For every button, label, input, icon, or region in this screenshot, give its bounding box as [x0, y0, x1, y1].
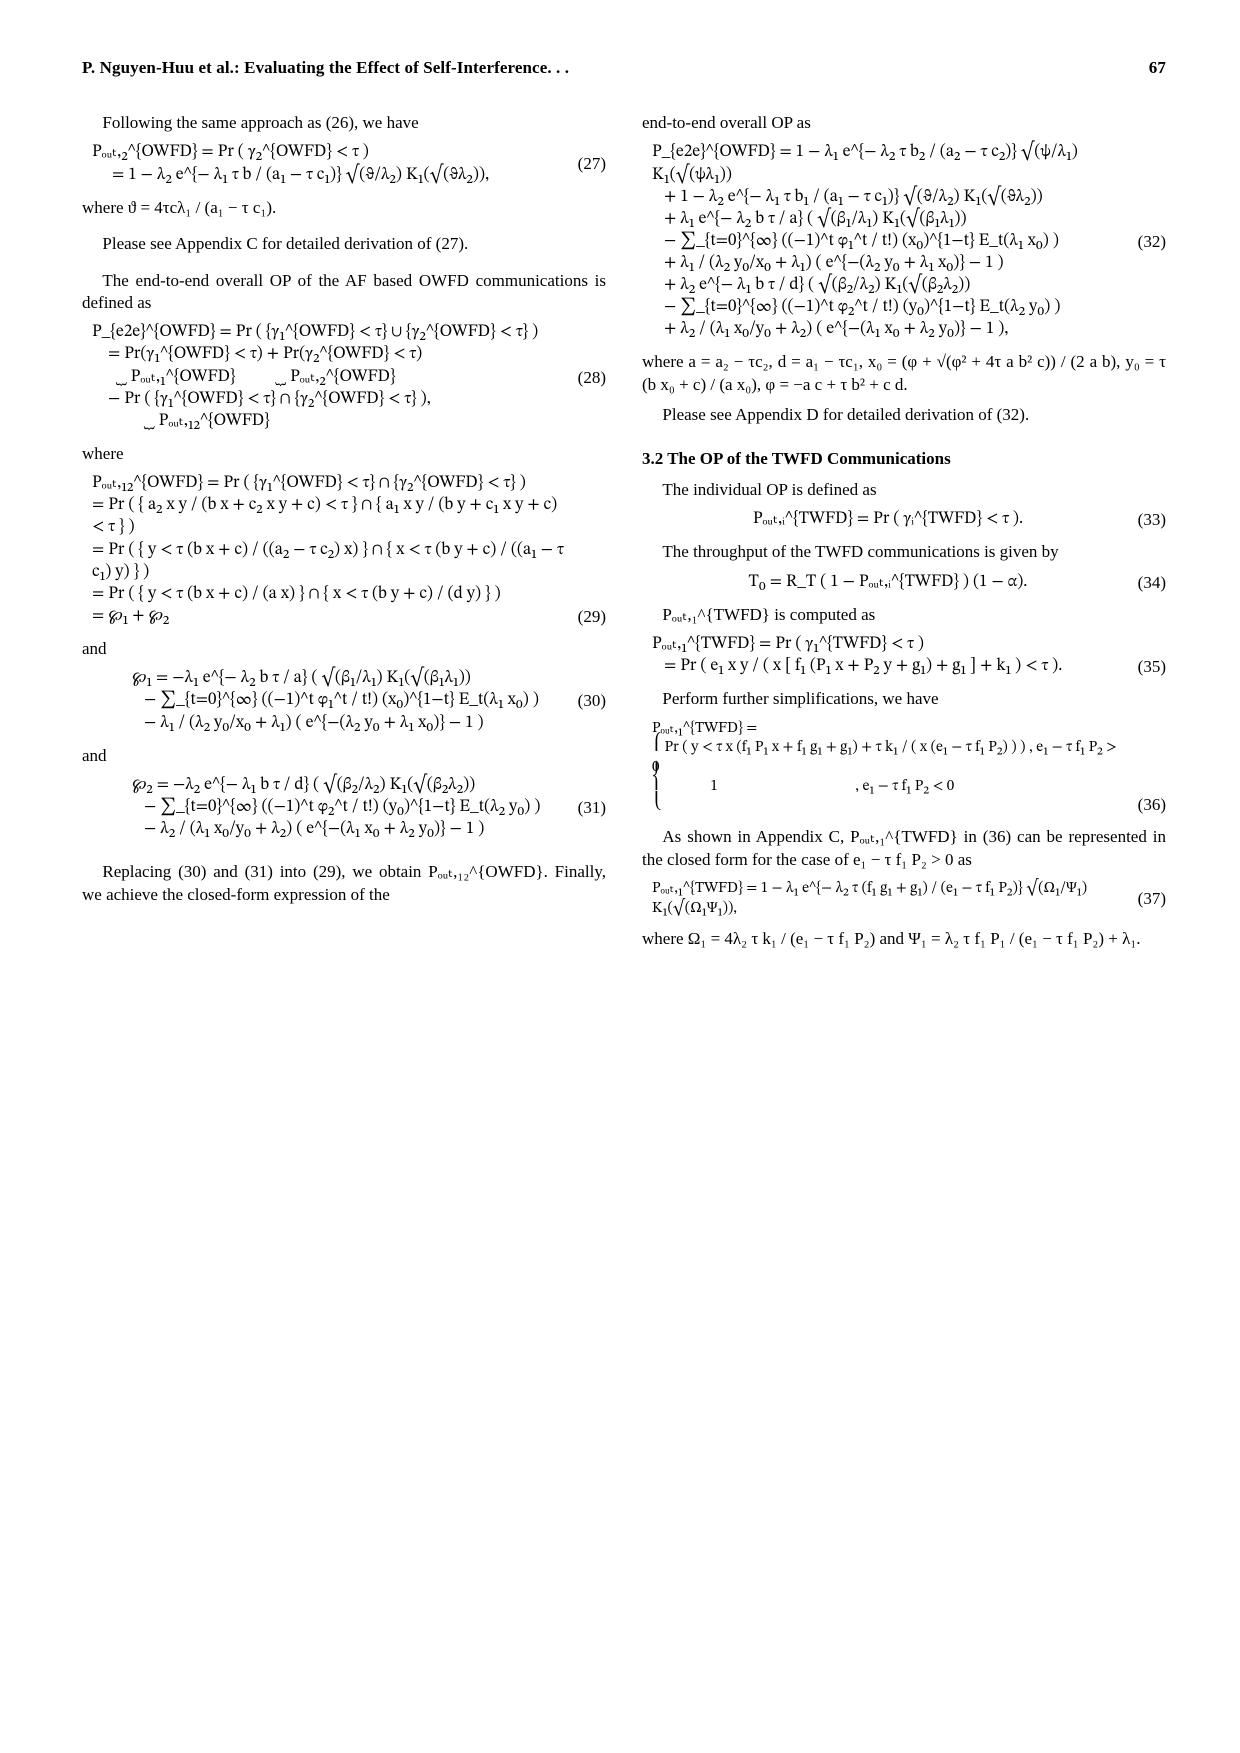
- eq32-num: (32): [1124, 231, 1166, 253]
- equation-32: P_{e2e}^{OWFD} = 1 − λ₁ e^{− λ₂ τ b₂ / (…: [642, 142, 1166, 341]
- equation-36: Pₒᵤₜ,₁^{TWFD} = ⎧ Pr ( y < τ x (f₁ P₁ x …: [642, 719, 1166, 817]
- eq37-num: (37): [1124, 888, 1166, 910]
- para-r4: The individual OP is defined as: [642, 479, 1166, 501]
- eq33-num: (33): [1124, 509, 1166, 531]
- para-l4: The end-to-end overall OP of the AF base…: [82, 270, 606, 315]
- equation-30: ℘₁ = −λ₁ e^{− λ₂ b τ / a} ( √(β₁/λ₁) K₁(…: [82, 668, 606, 734]
- equation-33: Pₒᵤₜ,ᵢ^{TWFD} = Pr ( γᵢ^{TWFD} < τ ). (3…: [642, 509, 1166, 531]
- eq30-body: ℘₁ = −λ₁ e^{− λ₂ b τ / a} ( √(β₁/λ₁) K₁(…: [82, 668, 564, 734]
- eq30-num: (30): [564, 690, 606, 712]
- para-r7: Perform further simplifications, we have: [642, 688, 1166, 710]
- eq29-body: Pₒᵤₜ,₁₂^{OWFD} = Pr ( {γ₁^{OWFD} < τ} ∩ …: [82, 473, 564, 628]
- header-pagenum: 67: [1149, 58, 1166, 78]
- eq29-num: (29): [564, 606, 606, 628]
- eq37-body: Pₒᵤₜ,₁^{TWFD} = 1 − λ₁ e^{− λ₂ τ (f₁ g₁ …: [642, 879, 1124, 918]
- eq31-body: ℘₂ = −λ₂ e^{− λ₁ b τ / d} ( √(β₂/λ₂) K₁(…: [82, 775, 564, 841]
- equation-37: Pₒᵤₜ,₁^{TWFD} = 1 − λ₁ e^{− λ₂ τ (f₁ g₁ …: [642, 879, 1166, 918]
- para-l7: and: [82, 745, 606, 767]
- eq35-num: (35): [1124, 656, 1166, 678]
- equation-28: P_{e2e}^{OWFD} = Pr ( {γ₁^{OWFD} < τ} ∪ …: [82, 322, 606, 432]
- eq28-num: (28): [564, 367, 606, 389]
- para-r5: The throughput of the TWFD communication…: [642, 541, 1166, 563]
- para-r6: Pₒᵤₜ,₁^{TWFD} is computed as: [642, 604, 1166, 626]
- eq33-body: Pₒᵤₜ,ᵢ^{TWFD} = Pr ( γᵢ^{TWFD} < τ ).: [642, 509, 1124, 531]
- equation-29: Pₒᵤₜ,₁₂^{OWFD} = Pr ( {γ₁^{OWFD} < τ} ∩ …: [82, 473, 606, 628]
- equation-31: ℘₂ = −λ₂ e^{− λ₁ b τ / d} ( √(β₂/λ₂) K₁(…: [82, 775, 606, 841]
- eq34-num: (34): [1124, 572, 1166, 594]
- eq32-body: P_{e2e}^{OWFD} = 1 − λ₁ e^{− λ₂ τ b₂ / (…: [642, 142, 1124, 341]
- left-column: Following the same approach as (26), we …: [82, 112, 606, 959]
- para-l8: Replacing (30) and (31) into (29), we ob…: [82, 861, 606, 906]
- right-column: end-to-end overall OP as P_{e2e}^{OWFD} …: [642, 112, 1166, 959]
- two-column-layout: Following the same approach as (26), we …: [82, 112, 1166, 959]
- eq34-body: T₀ = R_T ( 1 − Pₒᵤₜ,ᵢ^{TWFD} ) (1 − α).: [642, 572, 1124, 594]
- eq36-body: Pₒᵤₜ,₁^{TWFD} = ⎧ Pr ( y < τ x (f₁ P₁ x …: [642, 719, 1124, 817]
- eq27-num: (27): [564, 153, 606, 175]
- para-r2: where a = a₂ − τc₂, d = a₁ − τc₁, x₀ = (…: [642, 351, 1166, 396]
- eq36-num: (36): [1124, 794, 1166, 816]
- para-l6: and: [82, 638, 606, 660]
- section-3-2-title: 3.2 The OP of the TWFD Communications: [642, 449, 1166, 469]
- para-l1: Following the same approach as (26), we …: [82, 112, 606, 134]
- para-r3: Please see Appendix D for detailed deriv…: [642, 404, 1166, 426]
- eq31-num: (31): [564, 797, 606, 819]
- header-left: P. Nguyen-Huu et al.: Evaluating the Eff…: [82, 58, 569, 78]
- para-l5: where: [82, 443, 606, 465]
- equation-35: Pₒᵤₜ,₁^{TWFD} = Pr ( γ₁^{TWFD} < τ ) = P…: [642, 634, 1166, 678]
- equation-27: Pₒᵤₜ,₂^{OWFD} = Pr ( γ₂^{OWFD} < τ ) = 1…: [82, 142, 606, 186]
- equation-34: T₀ = R_T ( 1 − Pₒᵤₜ,ᵢ^{TWFD} ) (1 − α). …: [642, 572, 1166, 594]
- eq35-body: Pₒᵤₜ,₁^{TWFD} = Pr ( γ₁^{TWFD} < τ ) = P…: [642, 634, 1124, 678]
- para-r8: As shown in Appendix C, Pₒᵤₜ,₁^{TWFD} in…: [642, 826, 1166, 871]
- para-l3: Please see Appendix C for detailed deriv…: [82, 233, 606, 255]
- para-r1: end-to-end overall OP as: [642, 112, 1166, 134]
- para-l2: where ϑ = 4τcλ₁ / (a₁ − τ c₁).: [82, 197, 606, 219]
- para-r9: where Ω₁ = 4λ₂ τ k₁ / (e₁ − τ f₁ P₂) and…: [642, 928, 1166, 950]
- running-header: P. Nguyen-Huu et al.: Evaluating the Eff…: [82, 58, 1166, 78]
- eq28-body: P_{e2e}^{OWFD} = Pr ( {γ₁^{OWFD} < τ} ∪ …: [82, 322, 564, 432]
- eq27-body: Pₒᵤₜ,₂^{OWFD} = Pr ( γ₂^{OWFD} < τ ) = 1…: [82, 142, 564, 186]
